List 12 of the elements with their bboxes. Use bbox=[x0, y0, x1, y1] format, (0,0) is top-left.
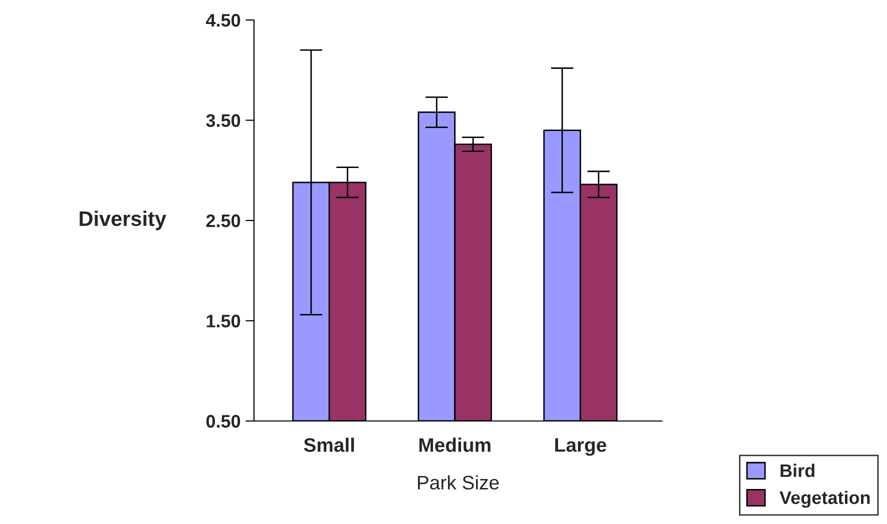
x-tick-label: Small bbox=[304, 438, 354, 452]
x-tick-label: Large bbox=[555, 438, 606, 456]
y-tick-label: 3.50 bbox=[206, 114, 240, 127]
y-axis-title: Diversity bbox=[80, 210, 166, 230]
legend-label: Vegetation bbox=[780, 490, 870, 508]
y-tick-label: 4.50 bbox=[206, 14, 240, 27]
y-tick-label: 1.50 bbox=[206, 314, 240, 328]
y-tick-label: 0.50 bbox=[206, 414, 240, 428]
legend-label: Bird bbox=[780, 464, 814, 478]
x-tick-label: Medium bbox=[419, 438, 490, 452]
y-tick-label: 2.50 bbox=[206, 214, 240, 228]
x-axis-title: Park Size bbox=[418, 475, 499, 490]
